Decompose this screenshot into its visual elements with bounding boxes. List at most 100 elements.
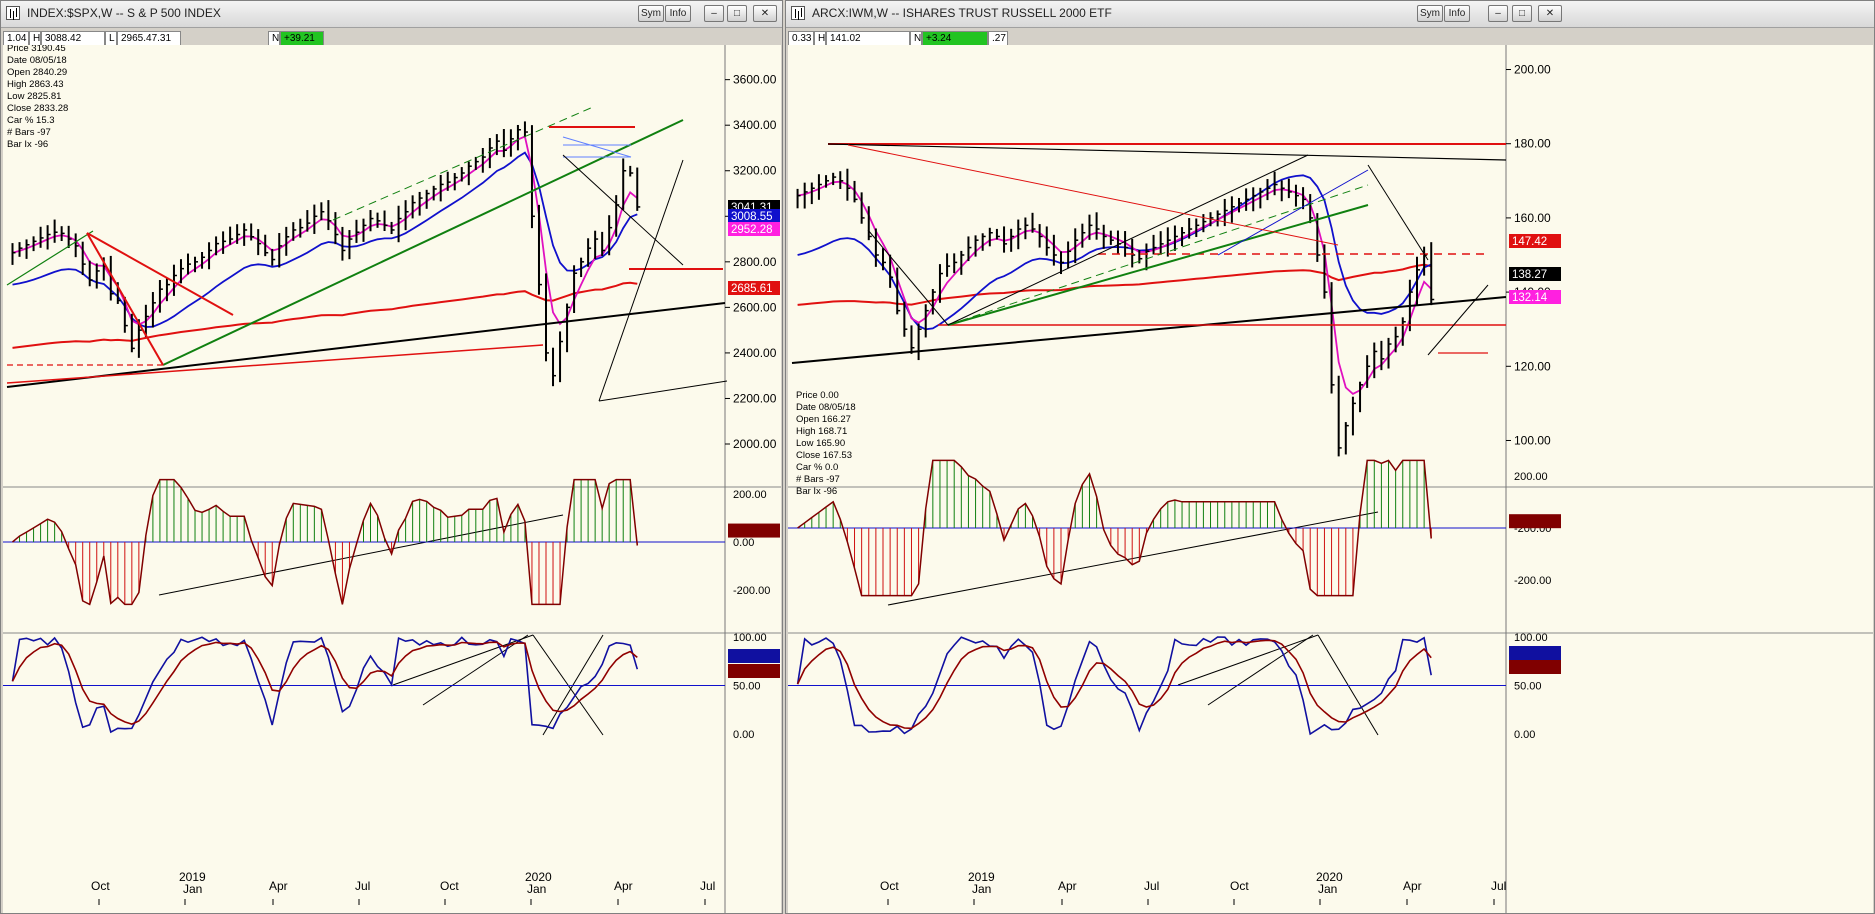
stoch-d-line <box>11 641 638 725</box>
pullback-line <box>1367 164 1429 261</box>
readout-date: Date 08/05/18 <box>796 402 856 413</box>
green-trend-line <box>947 204 1369 326</box>
x-tick-label: Apr <box>269 879 288 893</box>
net-change-field: +3.24 <box>922 31 988 46</box>
sym-button[interactable]: Sym <box>1417 5 1443 22</box>
price-tag-132-14 <box>1509 290 1561 304</box>
iwm-window-title: ARCX:IWM,W -- ISHARES TRUST RUSSELL 2000… <box>812 6 1112 20</box>
readout-car: Car % 0.0 <box>796 462 838 473</box>
channel-line <box>947 154 1309 326</box>
rebound-line <box>598 159 684 402</box>
chart-app-icon <box>6 6 20 20</box>
x-tick-label: Apr <box>1403 879 1422 893</box>
minimize-button[interactable]: – <box>704 5 724 22</box>
maximize-button[interactable]: □ <box>1512 5 1532 22</box>
y-tick-label: 2200.00 <box>733 391 777 405</box>
stoch-tag <box>728 649 780 663</box>
cci-line <box>797 459 1432 597</box>
x-tick-label: Oct <box>880 879 899 893</box>
short-ma-line <box>797 180 1432 395</box>
x-tick-label: 2019 <box>968 870 995 884</box>
x-tick-label: Jul <box>1144 879 1159 893</box>
y-tick-label: 2800.00 <box>733 255 777 269</box>
price-tag-2952-28-label: 2952.28 <box>731 224 773 236</box>
x-tick-label: Jul <box>1491 879 1506 893</box>
info-field: 141.02 <box>826 31 910 46</box>
maximize-button[interactable]: □ <box>727 5 747 22</box>
lower-black-line <box>598 380 728 402</box>
spx-chart: 2000.002200.002400.002600.002800.003000.… <box>3 45 781 913</box>
x-tick-label: Jul <box>700 879 715 893</box>
red-downtrend-upper <box>86 232 234 316</box>
cci-tag <box>1509 514 1561 529</box>
stoch-tick-label: 100.00 <box>733 632 767 644</box>
x-tick-label: Jan <box>183 882 202 896</box>
readout-high: High 168.71 <box>796 426 847 437</box>
stoch-tag <box>728 664 780 678</box>
info-field: N <box>910 31 922 46</box>
green-left-line <box>6 230 94 286</box>
readout-open: Open 166.27 <box>796 414 851 425</box>
x-tick-label: Jan <box>972 882 991 896</box>
info-field: 2965.47.31 <box>117 31 181 46</box>
minimize-button[interactable]: – <box>1488 5 1508 22</box>
green-channel-dashed <box>332 106 594 221</box>
cci-tag <box>728 523 780 538</box>
sma-200-line <box>12 281 638 349</box>
readout-price: Price 0.00 <box>796 390 839 401</box>
stoch-tick-label: 50.00 <box>1514 681 1542 693</box>
stoch-trend-line <box>1177 634 1319 686</box>
readout-low: Low 2825.81 <box>7 91 61 102</box>
readout-close: Close 2833.28 <box>7 103 68 114</box>
price-tag-147-42 <box>1509 234 1561 248</box>
x-tick-label: 2020 <box>1316 870 1343 884</box>
x-tick-label: 2020 <box>525 870 552 884</box>
x-tick-label: Oct <box>91 879 110 893</box>
gap-line <box>562 136 632 158</box>
stoch-tag <box>1509 660 1561 674</box>
x-tick-label: Jan <box>1318 882 1337 896</box>
cci-tick-label: 0.00 <box>733 537 754 549</box>
spx-window-title: INDEX:$SPX,W -- S & P 500 INDEX <box>27 6 221 20</box>
readout-open: Open 2840.29 <box>7 67 67 78</box>
net-change-field: +39.21 <box>280 31 324 46</box>
sma-50-line <box>797 174 1432 331</box>
price-tag-138-27-label: 138.27 <box>1512 269 1547 281</box>
stoch-tick-label: 0.00 <box>1514 729 1535 741</box>
x-tick-label: Apr <box>1058 879 1077 893</box>
red-descending-line <box>847 144 1339 246</box>
info-button[interactable]: Info <box>1444 5 1470 22</box>
readout-close: Close 167.53 <box>796 450 852 461</box>
price-tag-132-14-label: 132.14 <box>1512 292 1548 304</box>
stoch-tick-label: 100.00 <box>1514 632 1548 644</box>
price-tag-147-42-label: 147.42 <box>1512 236 1547 248</box>
price-tag-2685-61 <box>728 281 780 295</box>
green-channel-dashed <box>947 184 1369 326</box>
price-tag-3008-55 <box>728 209 780 223</box>
cci-tick-label: -200.00 <box>1514 575 1551 587</box>
x-tick-label: 2019 <box>179 870 206 884</box>
cci-trend-line <box>158 514 564 596</box>
iwm-title-bar: ARCX:IWM,W -- ISHARES TRUST RUSSELL 2000… <box>786 1 1874 28</box>
close-button[interactable]: ✕ <box>753 5 777 22</box>
info-field: 1.04 <box>3 31 29 46</box>
y-tick-label: 2600.00 <box>733 300 777 314</box>
info-field: H <box>814 31 826 46</box>
readout-bars: # Bars -97 <box>7 127 51 138</box>
cci-tick-label: -200.00 <box>733 585 770 597</box>
sym-button[interactable]: Sym <box>638 5 664 22</box>
readout-low: Low 165.90 <box>796 438 845 449</box>
close-button[interactable]: ✕ <box>1538 5 1562 22</box>
red-downtrend-lower <box>86 232 164 366</box>
readout-bars: # Bars -97 <box>796 474 840 485</box>
info-button[interactable]: Info <box>665 5 691 22</box>
price-tag-138-27 <box>1509 267 1561 281</box>
info-field: L <box>105 31 117 46</box>
x-tick-label: Apr <box>614 879 633 893</box>
sma-200-line <box>797 263 1432 306</box>
readout-barix: Bar Ix -96 <box>7 139 48 150</box>
sma-50-line <box>12 151 638 328</box>
y-tick-label: 3200.00 <box>733 164 777 178</box>
readout-high: High 2863.43 <box>7 79 64 90</box>
y-tick-label: 120.00 <box>1514 359 1551 373</box>
